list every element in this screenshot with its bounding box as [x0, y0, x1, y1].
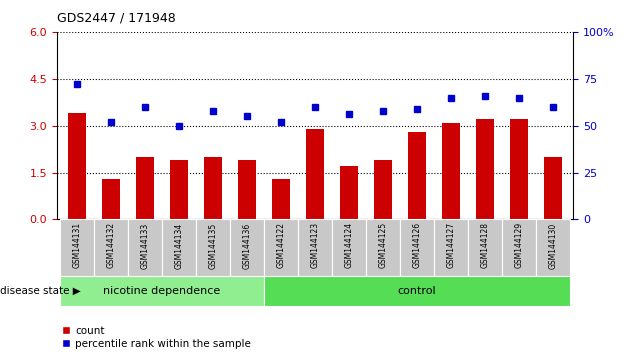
Bar: [408, 132, 427, 219]
Bar: [264, 276, 570, 306]
Bar: [306, 129, 324, 219]
Text: nicotine dependence: nicotine dependence: [103, 286, 220, 296]
Text: GSM144125: GSM144125: [379, 222, 387, 268]
Text: GDS2447 / 171948: GDS2447 / 171948: [57, 12, 175, 25]
Bar: [60, 276, 264, 306]
Bar: [128, 219, 162, 276]
Text: GSM144131: GSM144131: [72, 222, 82, 268]
Text: GSM144129: GSM144129: [515, 222, 524, 268]
Bar: [502, 219, 536, 276]
Bar: [196, 219, 230, 276]
Bar: [544, 157, 562, 219]
Bar: [340, 166, 358, 219]
Bar: [94, 219, 128, 276]
Bar: [400, 219, 434, 276]
Bar: [374, 160, 392, 219]
Bar: [272, 179, 290, 219]
Bar: [264, 219, 298, 276]
Text: GSM144136: GSM144136: [243, 222, 251, 269]
Text: GSM144126: GSM144126: [413, 222, 421, 268]
Bar: [536, 219, 570, 276]
Text: GSM144123: GSM144123: [311, 222, 319, 268]
Text: GSM144133: GSM144133: [140, 222, 149, 269]
Text: GSM144124: GSM144124: [345, 222, 353, 268]
Bar: [169, 160, 188, 219]
Text: GSM144135: GSM144135: [209, 222, 217, 269]
Bar: [510, 119, 529, 219]
Bar: [476, 119, 495, 219]
Bar: [442, 122, 461, 219]
Bar: [332, 219, 366, 276]
Text: GSM144132: GSM144132: [106, 222, 115, 268]
Text: GSM144127: GSM144127: [447, 222, 455, 268]
Bar: [203, 157, 222, 219]
Bar: [68, 113, 86, 219]
Bar: [230, 219, 264, 276]
Bar: [298, 219, 332, 276]
Bar: [135, 157, 154, 219]
Bar: [162, 219, 196, 276]
Text: GSM144122: GSM144122: [277, 222, 285, 268]
Text: GSM144130: GSM144130: [548, 222, 558, 269]
Bar: [238, 160, 256, 219]
Bar: [101, 179, 120, 219]
Bar: [434, 219, 468, 276]
Bar: [468, 219, 502, 276]
Text: GSM144128: GSM144128: [481, 222, 490, 268]
Bar: [60, 219, 94, 276]
Legend: count, percentile rank within the sample: count, percentile rank within the sample: [62, 326, 251, 349]
Bar: [366, 219, 400, 276]
Text: GSM144134: GSM144134: [175, 222, 183, 269]
Text: control: control: [398, 286, 436, 296]
Text: disease state ▶: disease state ▶: [0, 286, 81, 296]
